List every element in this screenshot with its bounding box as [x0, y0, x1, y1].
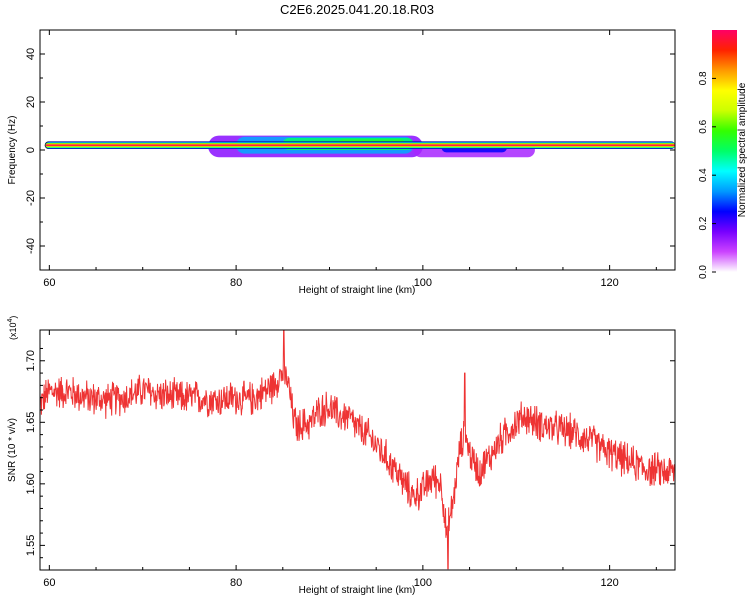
- figure-title: C2E6.2025.041.20.18.R03: [280, 2, 434, 17]
- colorbar-strip: [712, 30, 737, 272]
- snr-y-multiplier-exponent: 4: [7, 318, 14, 322]
- y-tick-label: 40: [25, 48, 37, 60]
- x-tick-label: 60: [43, 277, 55, 289]
- snr-y-multiplier: (x104): [7, 316, 18, 340]
- snr-plot-area: [40, 330, 675, 570]
- tone-band-level: [45, 144, 675, 146]
- spectrogram-y-ticks: -40 -20 0 20 40: [25, 29, 675, 271]
- colorbar-tick-label: 0.2: [698, 216, 709, 230]
- snr-frame: [39, 329, 676, 571]
- snr-x-ticks: 60 80 100 120: [43, 330, 657, 589]
- x-tick-label: 100: [414, 577, 432, 589]
- colorbar-tick-label: 0.4: [698, 168, 709, 182]
- snr-y-ticks: 1.55 1.60 1.65 1.70: [25, 347, 675, 559]
- snr-y-axis-label: SNR (10 * v/v): [7, 418, 18, 482]
- spectrogram-x-axis-label: Height of straight line (km): [299, 285, 416, 296]
- spectrogram-x-ticks: 60 80 100 120: [43, 30, 657, 289]
- colorbar-tick-label: 0.8: [698, 71, 709, 85]
- colorbar-label: Normalized spectral amplitude: [737, 82, 748, 217]
- y-tick-label: 1.60: [25, 473, 37, 494]
- snr-series-line: [40, 330, 675, 570]
- colorbar-tick-label: 0.6: [698, 119, 709, 133]
- x-tick-label: 80: [230, 577, 242, 589]
- x-tick-label: 120: [600, 277, 618, 289]
- colorbar-ticks: 0.0 0.2 0.4 0.6 0.8: [698, 71, 716, 279]
- y-tick-label: 1.65: [25, 412, 37, 433]
- y-tick-label: -40: [25, 238, 37, 254]
- y-tick-label: 1.55: [25, 535, 37, 556]
- colorbar-tick-label: 0.0: [698, 265, 709, 279]
- x-tick-label: 120: [600, 577, 618, 589]
- snr-panel: 60 80 100 120 1.55 1.60 1.65 1.70 Height of st…: [7, 316, 676, 596]
- colorbar: 0.0 0.2 0.4 0.6 0.8 Normalized spectral ampl…: [698, 30, 748, 279]
- spectrogram-panel: 60 80 100 120 -40 -20 0 20 40 Height of straigh…: [7, 29, 676, 296]
- spectrogram-layer: [44, 135, 675, 158]
- snr-layer: [40, 330, 675, 570]
- y-tick-label: 20: [25, 96, 37, 108]
- x-tick-label: 60: [43, 577, 55, 589]
- x-tick-label: 100: [414, 277, 432, 289]
- snr-y-multiplier-close: ): [8, 316, 18, 319]
- y-tick-label: 0: [25, 147, 37, 153]
- svg-text:(x104): (x104): [7, 316, 18, 340]
- y-tick-label: -20: [25, 190, 37, 206]
- x-tick-label: 80: [230, 277, 242, 289]
- snr-x-axis-label: Height of straight line (km): [299, 585, 416, 596]
- spectrogram-y-axis-label: Frequency (Hz): [7, 116, 18, 185]
- y-tick-label: 1.70: [25, 350, 37, 371]
- snr-y-multiplier-base: (x10: [8, 322, 18, 340]
